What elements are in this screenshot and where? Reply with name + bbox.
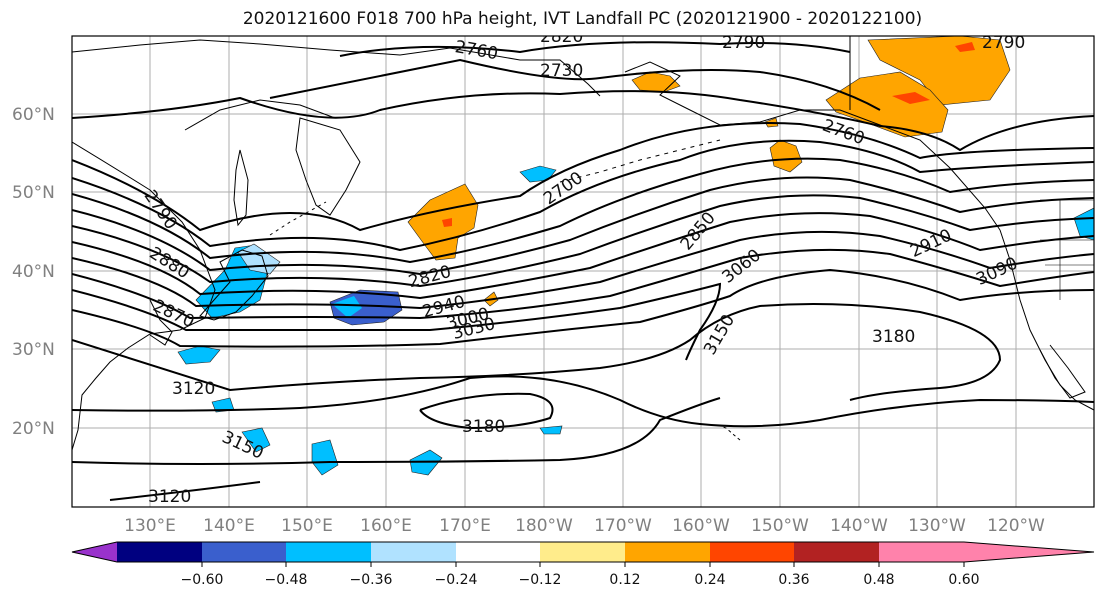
contour-line: [72, 282, 722, 361]
contour-label: 2730: [540, 61, 583, 81]
positive-ivt-core: [442, 218, 452, 227]
baja-california: [1039, 344, 1086, 399]
aleutian-islands: [559, 139, 721, 183]
negative-ivt-region: [539, 425, 563, 435]
okhotsk-north-coast: [184, 99, 336, 131]
colorbar-tick-label: 0.12: [609, 572, 640, 588]
colorbar: −0.60 −0.48 −0.36 −0.24 −0.12 0.12 0.24 …: [71, 541, 1095, 588]
contour-line: [72, 90, 1094, 152]
siberia-coastline: [72, 39, 601, 97]
lat-label: 20°N: [12, 419, 55, 439]
asia-coastline: [72, 141, 216, 451]
contour-line: [72, 157, 1094, 264]
contour-label: 3180: [872, 327, 915, 347]
colorbar-tick-label: 0.60: [948, 572, 979, 588]
contour-line: [72, 212, 1094, 300]
contour-label: 2790: [982, 33, 1025, 53]
colorbar-segment: [456, 542, 540, 562]
colorbar-segment: [794, 542, 879, 562]
positive-ivt-region: [867, 36, 1011, 106]
positive-ivt-core: [892, 92, 930, 104]
lat-label: 40°N: [12, 262, 55, 282]
lon-label: 150°W: [751, 516, 809, 536]
contour-line: [72, 176, 1094, 276]
colorbar-extend-high: [964, 542, 1094, 562]
colorbar-tick-label: 0.36: [778, 572, 809, 588]
page-title: 2020121600 F018 700 hPa height, IVT Land…: [242, 9, 923, 29]
lon-label: 160°E: [360, 516, 412, 536]
colorbar-ticks: [201, 562, 965, 567]
contour-line: [72, 194, 1094, 288]
colorbar-extend-low: [72, 542, 117, 562]
colorbar-segment: [540, 542, 625, 562]
contour-line: [72, 139, 1094, 252]
lon-label: 130°E: [124, 516, 176, 536]
colorbar-tick-label: 0.24: [694, 572, 725, 588]
contour-line: [109, 481, 261, 501]
colorbar-outline: [71, 541, 1095, 563]
colorbar-segment: [879, 542, 964, 562]
lat-label: 30°N: [12, 340, 55, 360]
lon-label: 160°W: [672, 516, 730, 536]
contour-label: 3180: [462, 417, 505, 437]
ivt-shading: [177, 36, 1094, 476]
colorbar-tick-label: −0.48: [265, 572, 308, 588]
contour-line: [72, 397, 721, 465]
contour-label: 3120: [172, 379, 215, 399]
negative-ivt-region: [1073, 207, 1094, 241]
positive-ivt-core: [955, 42, 975, 52]
lon-label: 170°E: [439, 516, 491, 536]
contour-label: 2790: [722, 33, 765, 53]
contour-line: [72, 122, 1094, 232]
contour-line: [72, 303, 1002, 401]
contour-line: [269, 58, 881, 111]
colorbar-segment: [371, 542, 456, 562]
height-contours: [72, 41, 1094, 501]
lon-label: 180°W: [515, 516, 573, 536]
contour-line: [419, 392, 554, 430]
contour-label: 2820: [540, 27, 583, 47]
lon-label: 170°W: [594, 516, 652, 536]
lon-label: 150°E: [281, 516, 333, 536]
negative-ivt-region: [311, 439, 339, 476]
contour-line: [72, 375, 1094, 428]
lon-label: 140°W: [830, 516, 888, 536]
negative-ivt-region: [332, 296, 362, 318]
colorbar-segment: [286, 542, 371, 562]
colorbar-tick-label: −0.24: [435, 572, 478, 588]
negative-ivt-region: [241, 427, 271, 453]
kamchatka-coastline: [295, 117, 361, 216]
lon-label: 120°W: [987, 516, 1045, 536]
positive-ivt-region: [825, 71, 949, 138]
colorbar-segment: [625, 542, 710, 562]
lat-label: 50°N: [12, 183, 55, 203]
contour-label: 3120: [148, 487, 191, 507]
contour-line: [72, 230, 1094, 310]
lon-label: 130°W: [908, 516, 966, 536]
colorbar-segment: [117, 542, 202, 562]
hawaii-islands: [717, 424, 741, 441]
colorbar-segment: [710, 542, 794, 562]
negative-ivt-region: [519, 165, 557, 183]
colorbar-tick-label: −0.12: [519, 572, 562, 588]
longitude-labels: 130°E 140°E 150°E 160°E 170°E 180°W 170°…: [124, 516, 1045, 536]
contour-line: [72, 268, 1094, 348]
sakhalin-coastline: [233, 149, 249, 227]
contour-line: [72, 248, 1094, 320]
lat-label: 60°N: [12, 105, 55, 125]
lon-label: 140°E: [203, 516, 255, 536]
colorbar-tick-label: 0.48: [863, 572, 894, 588]
korea-peninsula: [149, 299, 173, 346]
alaska-coastline: [624, 61, 1001, 231]
map-frame: [71, 35, 1095, 508]
contour-line: [339, 41, 851, 57]
colorbar-tick-label: −0.60: [181, 572, 224, 588]
colorbar-tick-label: −0.36: [350, 572, 393, 588]
colorbar-segment: [202, 542, 286, 562]
latitude-labels: 60°N 50°N 40°N 30°N 20°N: [12, 105, 55, 439]
